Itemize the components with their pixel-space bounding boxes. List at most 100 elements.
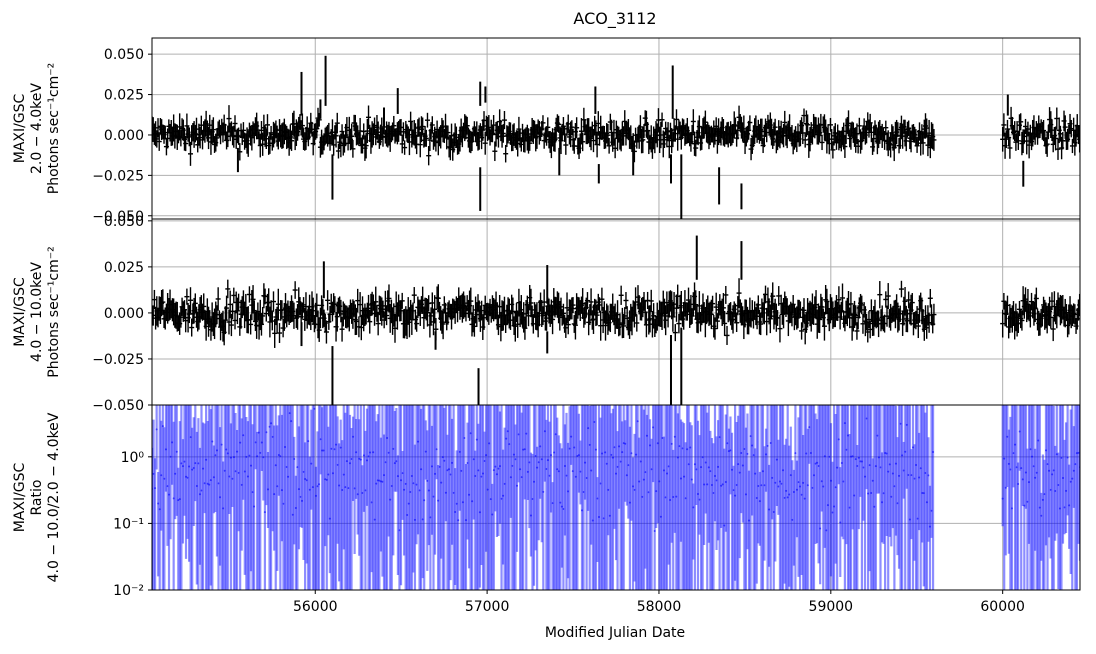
ratio-point bbox=[335, 443, 338, 446]
ratio-point bbox=[352, 435, 355, 438]
ratio-point bbox=[741, 464, 744, 467]
ratio-point bbox=[410, 475, 413, 478]
ratio-point bbox=[384, 461, 387, 464]
ratio-point bbox=[901, 454, 904, 457]
ratio-point bbox=[735, 484, 738, 487]
ratio-point bbox=[795, 488, 798, 491]
ratio-point bbox=[268, 425, 271, 428]
ratio-point bbox=[263, 511, 266, 514]
ratio-point bbox=[396, 475, 399, 478]
ratio-point bbox=[282, 502, 285, 505]
ratio-point bbox=[792, 491, 795, 494]
y-tick-label: 10⁻¹ bbox=[113, 516, 144, 532]
ratio-point bbox=[899, 422, 902, 425]
ratio-point bbox=[169, 455, 172, 458]
ratio-point bbox=[930, 509, 933, 512]
ratio-point bbox=[180, 462, 183, 465]
ratio-point bbox=[675, 495, 678, 498]
ratio-point bbox=[163, 477, 166, 480]
ratio-point bbox=[591, 519, 594, 522]
ratio-point bbox=[763, 484, 766, 487]
ratio-point bbox=[520, 476, 523, 479]
ratio-point bbox=[893, 485, 896, 488]
ratio-point bbox=[474, 474, 477, 477]
ratio-point bbox=[522, 448, 525, 451]
ratio-point bbox=[348, 462, 351, 465]
ratio-point bbox=[627, 464, 630, 467]
ratio-point bbox=[211, 440, 214, 443]
ratio-point bbox=[215, 449, 218, 452]
ratio-point bbox=[480, 475, 483, 478]
ratio-point bbox=[571, 470, 574, 473]
ratio-point bbox=[746, 452, 749, 455]
ratio-point bbox=[540, 458, 543, 461]
ratio-point bbox=[488, 442, 491, 445]
ratio-point bbox=[420, 468, 423, 471]
ratio-point bbox=[817, 464, 820, 467]
ratio-point bbox=[748, 519, 751, 522]
ratio-point bbox=[823, 455, 826, 458]
ratio-point bbox=[220, 443, 223, 446]
ratio-point bbox=[565, 474, 568, 477]
ratio-point bbox=[356, 493, 359, 496]
ratio-point bbox=[729, 449, 732, 452]
ratio-point bbox=[662, 469, 665, 472]
ratio-point bbox=[254, 441, 257, 444]
ratio-point bbox=[783, 496, 786, 499]
ratio-point bbox=[330, 447, 333, 450]
ratio-point bbox=[910, 474, 913, 477]
ratio-point bbox=[673, 435, 676, 438]
ratio-point bbox=[584, 461, 587, 464]
ratio-point bbox=[839, 521, 842, 524]
x-tick-label: 58000 bbox=[637, 599, 682, 615]
ratio-point bbox=[1007, 462, 1010, 465]
ratio-point bbox=[859, 460, 862, 463]
ratio-point bbox=[928, 525, 931, 528]
ratio-point bbox=[557, 470, 560, 473]
ratio-point bbox=[481, 472, 484, 475]
ratio-point bbox=[857, 456, 860, 459]
ratio-point bbox=[191, 468, 194, 471]
ratio-point bbox=[307, 440, 310, 443]
ratio-point bbox=[219, 496, 222, 499]
ratio-point bbox=[1060, 456, 1063, 459]
ratio-point bbox=[618, 445, 621, 448]
ratio-point bbox=[782, 469, 785, 472]
ratio-point bbox=[516, 484, 519, 487]
y-tick-label: 0.025 bbox=[104, 260, 144, 276]
y-axis-label: MAXI/GSC bbox=[12, 93, 28, 163]
x-tick-label: 59000 bbox=[809, 599, 854, 615]
ratio-point bbox=[299, 495, 302, 498]
ratio-point bbox=[494, 465, 497, 468]
ratio-point bbox=[492, 469, 495, 472]
ratio-point bbox=[457, 519, 460, 522]
ratio-point bbox=[458, 450, 461, 453]
ratio-point bbox=[743, 448, 746, 451]
ratio-point bbox=[291, 513, 294, 516]
ratio-point bbox=[294, 506, 297, 509]
ratio-point bbox=[376, 479, 379, 482]
ratio-point bbox=[755, 496, 758, 499]
ratio-point bbox=[1021, 478, 1024, 481]
ratio-point bbox=[178, 498, 181, 501]
ratio-point bbox=[152, 472, 155, 475]
ratio-point bbox=[533, 480, 536, 483]
ratio-point bbox=[689, 446, 692, 449]
ratio-point bbox=[434, 472, 437, 475]
ratio-point bbox=[904, 450, 907, 453]
ratio-point bbox=[435, 448, 438, 451]
ratio-point bbox=[379, 480, 382, 483]
ratio-point bbox=[1048, 469, 1051, 472]
ratio-point bbox=[1009, 468, 1012, 471]
ratio-point bbox=[717, 465, 720, 468]
ratio-point bbox=[919, 467, 922, 470]
ratio-point bbox=[864, 475, 867, 478]
ratio-point bbox=[438, 465, 441, 468]
ratio-point bbox=[758, 500, 761, 503]
ratio-point bbox=[684, 497, 687, 500]
ratio-point bbox=[715, 479, 718, 482]
ratio-point bbox=[559, 501, 562, 504]
ratio-point bbox=[916, 517, 919, 520]
ratio-point bbox=[698, 498, 701, 501]
ratio-point bbox=[692, 506, 695, 509]
